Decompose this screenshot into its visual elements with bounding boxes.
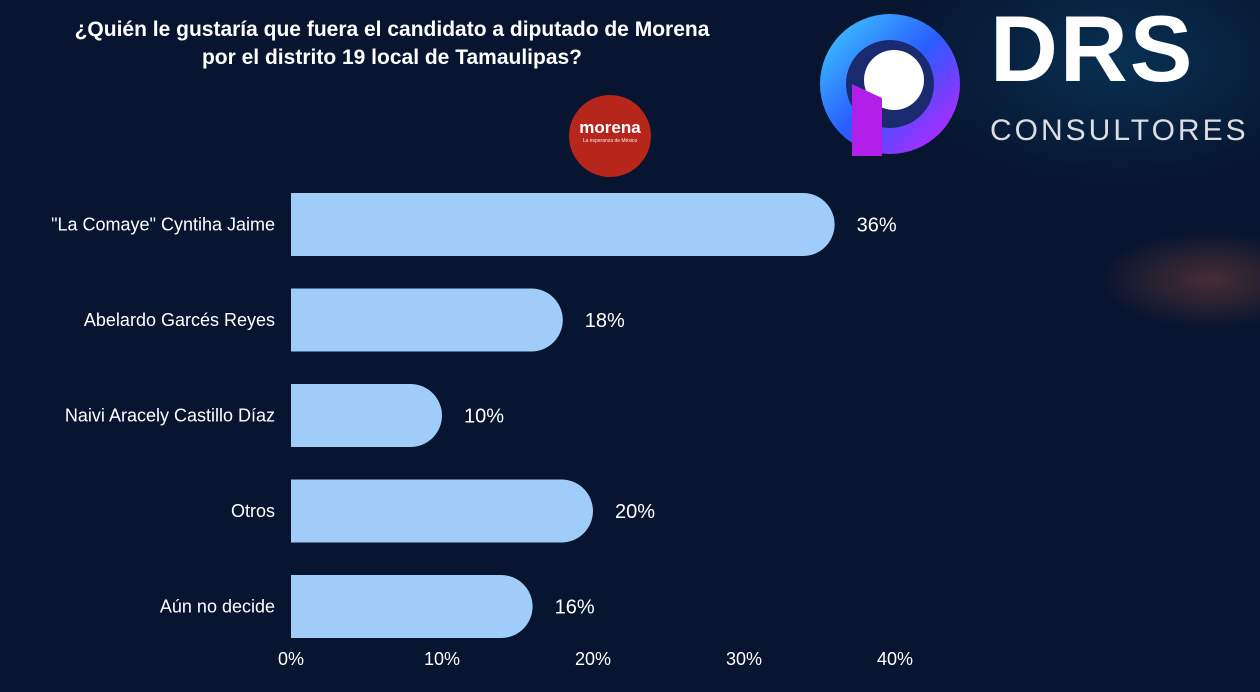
- bar-4: [291, 479, 593, 543]
- category-label-3: Naivi Aracely Castillo Díaz: [65, 406, 275, 426]
- x-tick-label-1: 0%: [278, 649, 304, 669]
- morena-logo-tagline: La esperanza de México: [582, 138, 638, 144]
- value-label-5: 16%: [555, 597, 595, 619]
- chart-title: ¿Quién le gustaría que fuera el candidat…: [0, 16, 784, 72]
- value-label-4: 20%: [615, 501, 655, 523]
- bar-2: [291, 288, 563, 352]
- x-tick-label-2: 10%: [424, 649, 460, 669]
- value-label-1: 36%: [857, 215, 897, 237]
- bar-5: [291, 575, 533, 638]
- x-tick-label-3: 20%: [575, 649, 611, 669]
- morena-logo: morena La esperanza de México: [569, 95, 651, 177]
- bar-3: [291, 384, 443, 447]
- x-tick-label-4: 30%: [726, 649, 762, 669]
- category-label-4: Otros: [231, 501, 275, 521]
- labels-layer: "La Comaye" Cyntiha Jaime 36% Abelardo Gar…: [51, 215, 897, 619]
- morena-logo-text: morena: [579, 118, 641, 137]
- bar-1: [291, 193, 835, 256]
- category-label-5: Aún no decide: [160, 597, 275, 617]
- brand-name: DRS: [990, 0, 1195, 101]
- title-line-1: ¿Quién le gustaría que fuera el candidat…: [74, 18, 710, 41]
- ticks-layer: 0% 10% 20% 30% 40%: [278, 649, 913, 669]
- brand-subtitle: CONSULTORES: [990, 114, 1249, 147]
- value-label-3: 10%: [464, 406, 504, 428]
- title-line-2: por el distrito 19 local de Tamaulipas?: [201, 46, 583, 69]
- category-label-1: "La Comaye" Cyntiha Jaime: [51, 215, 275, 235]
- x-tick-label-5: 40%: [877, 649, 913, 669]
- value-label-2: 18%: [585, 310, 625, 332]
- drs-logo-icon: [820, 14, 960, 156]
- category-label-2: Abelardo Garcés Reyes: [84, 310, 275, 330]
- bars-layer: [291, 193, 835, 638]
